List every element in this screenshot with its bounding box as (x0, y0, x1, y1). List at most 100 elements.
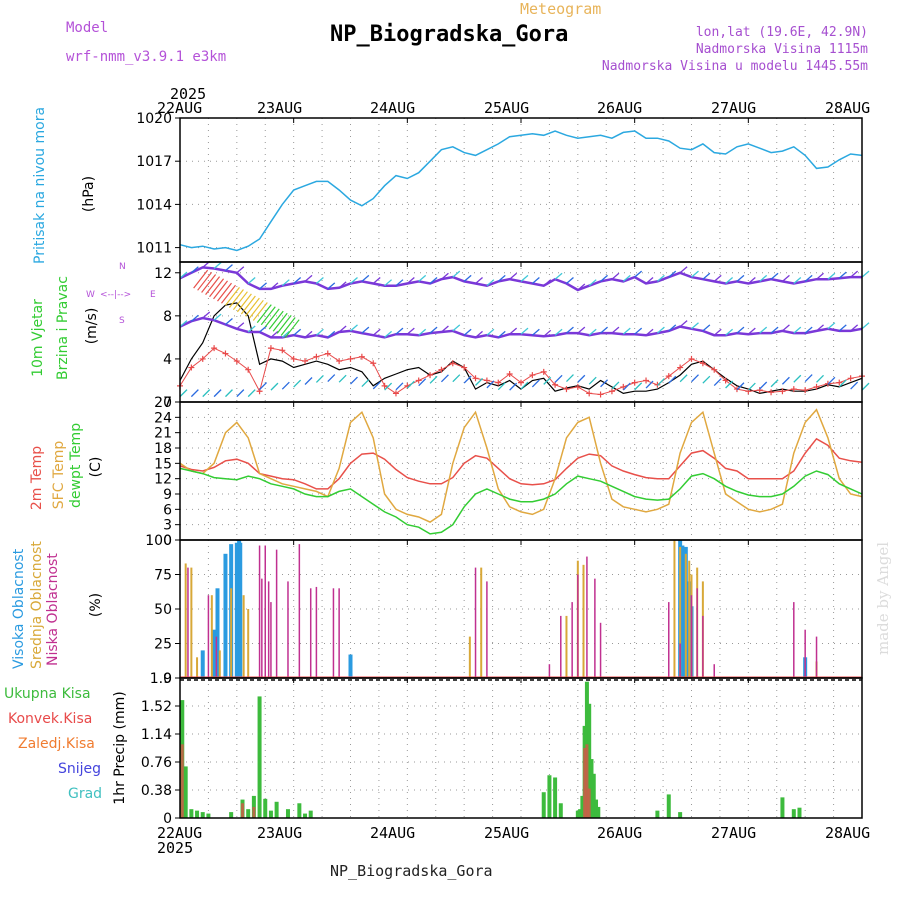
wind-barb (190, 314, 199, 322)
cloud-high-bar (234, 542, 239, 678)
wind-barb-lower (475, 377, 483, 386)
footer-station: NP_Biogradska_Gora (330, 862, 493, 880)
y-tick-label: 1.14 (141, 727, 172, 743)
precip-conv-bar (241, 803, 245, 818)
wind-barb (645, 277, 654, 285)
wind-gust-marker (802, 387, 809, 394)
y-tick-label: 21 (154, 426, 172, 442)
wind-barb (259, 282, 267, 290)
wind-barb-lower (804, 374, 813, 382)
wind-barb (361, 274, 370, 282)
wind-barb (713, 274, 722, 282)
wind-barb (327, 282, 336, 290)
wind-storm-barb (205, 276, 221, 295)
wind-barb-lower (816, 374, 824, 383)
wind-barb (600, 274, 608, 282)
cloud-low-bar (696, 588, 698, 678)
bottom-date-0: 22AUG (157, 824, 203, 842)
wind-storm-barb (256, 304, 272, 323)
bottom-date-5: 27AUG (711, 824, 757, 842)
wind-gust-marker (529, 372, 536, 379)
wind-barb (315, 277, 324, 285)
wind-storm-barb (280, 317, 296, 336)
wind-barb (441, 272, 449, 280)
wind-gust-marker (449, 360, 456, 367)
wind-barb (634, 327, 643, 335)
wind-gust-marker (392, 390, 399, 397)
wind-gust-marker (768, 389, 775, 396)
wind-barb (247, 277, 256, 285)
wind-barb (395, 279, 404, 287)
wind-barb (497, 330, 506, 338)
precip-total-bar (229, 812, 234, 818)
wind-gust-marker (370, 360, 377, 367)
wind-barb (759, 326, 768, 334)
wind-barb (372, 277, 381, 285)
wind-barb-lower (759, 381, 768, 390)
cloud-low-bar (474, 567, 477, 678)
wind-barb-lower (486, 380, 495, 389)
wind-barb (679, 266, 688, 274)
wind-barb (827, 322, 836, 330)
wind-barb-lower (270, 382, 279, 391)
wind-barb (202, 311, 211, 319)
wind-barb (395, 327, 404, 335)
cloud-mid-bar (230, 588, 233, 678)
model-label: Model (66, 20, 109, 36)
wind-barb (770, 272, 779, 280)
cloud-low-bar (315, 586, 318, 678)
compass-e: E (150, 290, 156, 300)
wind-barb (475, 330, 483, 338)
cloud-mid-bar (688, 560, 691, 678)
wind-gust-marker (358, 353, 365, 360)
compass-arrows: <--|--> (100, 290, 132, 300)
wind-barb (350, 324, 358, 332)
wind-gust-marker (506, 371, 513, 377)
wind-barb (702, 272, 711, 280)
wind-gust-marker (222, 350, 229, 357)
wind-gust-marker (790, 386, 797, 393)
wind-storm-barb (260, 306, 276, 326)
y-tick-label: 3 (163, 518, 172, 534)
wind-barb-lower (861, 382, 870, 391)
wind-barb (452, 324, 461, 332)
wind-barb (304, 274, 313, 282)
precip-total-bar (297, 803, 302, 818)
cloud-mid-bar (679, 546, 682, 678)
precip-total-bar (591, 773, 596, 818)
y-tick-label: 1.9 (150, 671, 172, 687)
precip-total-bar (285, 809, 290, 818)
wind-gust-marker (495, 379, 502, 386)
wind-barb (179, 320, 188, 328)
wind-gust-marker (847, 375, 854, 382)
y-tick-label: 0.38 (141, 783, 172, 799)
precip-legend-hail: Grad (68, 786, 103, 802)
cloud-high-bar (238, 542, 243, 678)
wind-barb (861, 270, 870, 278)
bottom-date-1: 23AUG (257, 824, 303, 842)
wind-barb (850, 270, 859, 278)
wind-barb (679, 320, 688, 328)
wind-gust-marker (574, 383, 581, 390)
wind-barb-lower (452, 374, 461, 383)
cloud-low-bar (594, 578, 596, 678)
cloud-mid-bar (673, 540, 676, 678)
wind-barb (236, 266, 245, 274)
cloud-mid-bar (242, 595, 245, 678)
bottom-date-4: 26AUG (597, 824, 643, 842)
wind-barb (213, 261, 222, 269)
temp-sfc-line (179, 408, 863, 523)
wind-barb (713, 328, 722, 336)
wind-gust-marker (199, 355, 206, 362)
y-tick-label: 75 (154, 568, 172, 584)
wind-barb-lower (736, 382, 745, 391)
wind-gust-marker (745, 388, 752, 395)
cloud-mid-bar (196, 657, 199, 678)
cloud-mid-bar (184, 563, 187, 678)
cloud-high-bar (348, 654, 353, 678)
wind-barb (406, 277, 415, 285)
wind-gust-marker (245, 366, 252, 373)
wind-barb (816, 272, 824, 280)
precip-legend-frozen: Zaledj.Kisa (18, 736, 95, 752)
station-title: NP_Biogradska_Gora (330, 22, 569, 47)
